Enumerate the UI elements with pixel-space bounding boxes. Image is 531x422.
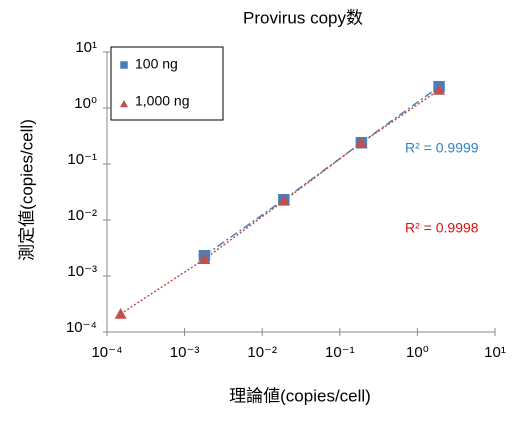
x-tick-label: 10⁻¹ [325, 344, 355, 361]
marker [277, 194, 290, 206]
marker [198, 253, 211, 264]
marker [355, 136, 368, 148]
x-tick-label: 10⁻² [247, 344, 277, 361]
chart-title: Provirus copy数 [243, 8, 363, 27]
legend-box [110, 46, 224, 121]
y-tick-label: 10⁻³ [67, 263, 97, 280]
marker [433, 83, 446, 95]
y-tick-label: 10⁻⁴ [66, 319, 97, 336]
legend-label: 1,000 ng [135, 93, 190, 109]
y-tick-label: 10⁻¹ [67, 151, 97, 168]
trendline [203, 86, 440, 257]
annotation: R² = 0.9999 [405, 140, 479, 156]
y-tick-label: 10¹ [75, 39, 97, 56]
y-tick-label: 10⁻² [67, 207, 97, 224]
marker [114, 307, 127, 319]
legend-marker [120, 100, 128, 108]
x-tick-label: 10⁰ [406, 344, 429, 361]
legend-label: 100 ng [135, 56, 178, 72]
legend-marker [119, 60, 129, 70]
y-tick-label: 10⁰ [74, 95, 97, 112]
x-tick-label: 10⁻⁴ [91, 344, 122, 361]
x-tick-label: 10⁻³ [170, 344, 200, 361]
x-tick-label: 10¹ [484, 344, 506, 361]
x-axis-label: 理論値(copies/cell) [229, 386, 371, 405]
annotation: R² = 0.9998 [405, 220, 479, 236]
y-axis-label: 測定値(copies/cell) [17, 119, 36, 261]
